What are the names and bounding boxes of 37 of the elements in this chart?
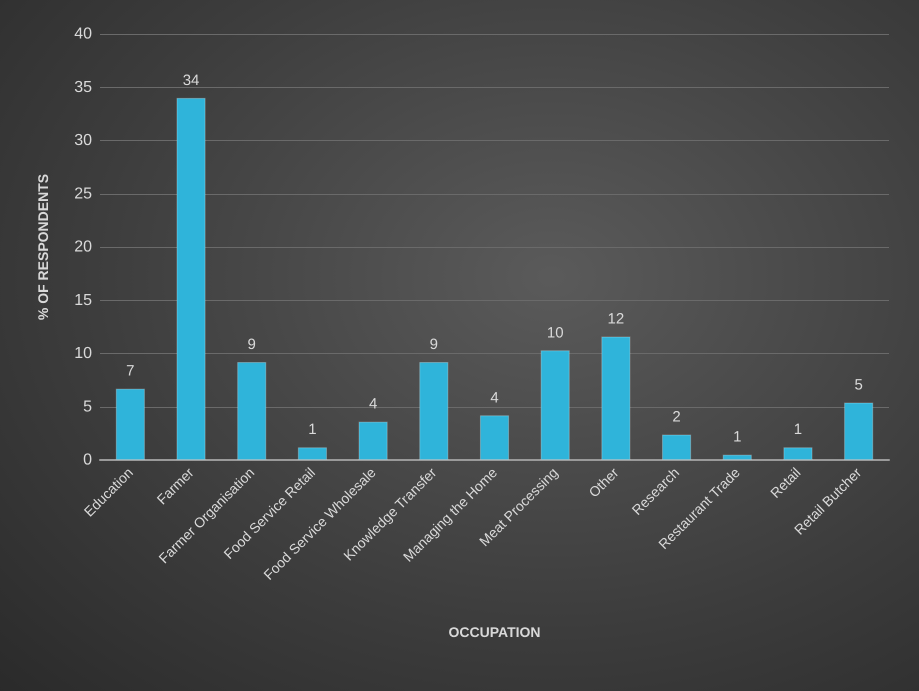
data-label: 12 [608,310,624,328]
y-tick-label: 10 [74,345,92,362]
data-label: 1 [733,428,742,446]
bar [601,336,630,460]
data-label: 4 [490,389,499,406]
bar [237,362,266,460]
y-tick-label: 20 [74,238,92,256]
data-label: 10 [546,324,564,342]
bar [116,388,145,460]
data-label: 9 [248,336,256,354]
data-label: 9 [430,336,438,354]
data-label: 1 [794,421,802,438]
bar [480,415,510,460]
x-axis-title: OCCUPATION [448,624,541,640]
data-label: 5 [854,376,863,394]
bar [176,98,206,460]
y-tick-label: 5 [83,398,92,416]
y-tick-label: 25 [74,185,92,202]
bar [783,447,813,460]
data-label: 1 [308,421,317,438]
y-tick-label: 35 [74,78,92,96]
bar [722,454,752,460]
data-label: 4 [368,396,378,413]
y-tick-label: 30 [74,132,92,149]
y-axis-title: % OF RESPONDENTS [35,174,51,320]
bar [358,422,388,460]
data-label: 2 [672,408,681,426]
data-label: 7 [126,362,135,380]
data-label: 34 [182,72,200,89]
y-tick-label: 0 [83,452,92,468]
y-tick-label: 40 [74,26,92,42]
bar [298,447,327,460]
bar [419,362,448,460]
bar [540,350,570,460]
bar [844,402,874,460]
y-tick-label: 15 [74,292,92,309]
bar [662,434,692,460]
